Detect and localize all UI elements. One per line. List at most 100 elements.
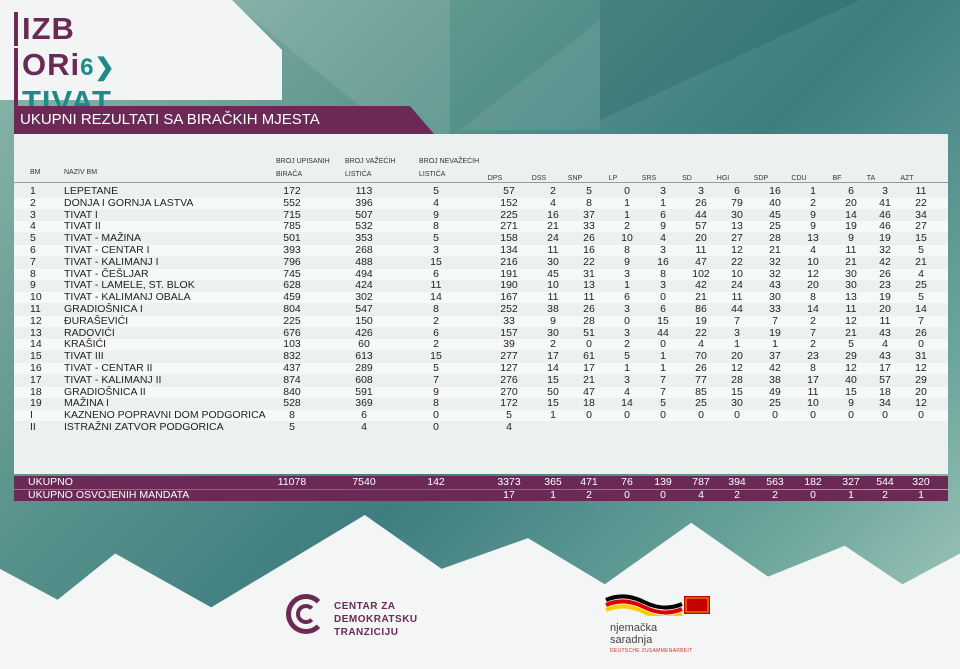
cell-party-votes: 14 (915, 303, 927, 315)
cell-naziv: TIVAT - CENTAR I (64, 244, 150, 256)
flag-ribbon-icon (605, 594, 710, 616)
cell-party-votes: 5 (918, 244, 924, 256)
mandates-party: 2 (772, 489, 778, 501)
cell-naziv: ISTRAŽNI ZATVOR PODGORICA (64, 421, 224, 433)
cell-party-votes: 12 (731, 244, 743, 256)
cell-party-votes: 57 (503, 185, 515, 197)
cell-party-votes: 26 (583, 303, 595, 315)
cell-party-votes: 12 (915, 397, 927, 410)
cell-party-votes: 43 (879, 350, 891, 363)
cell-count: 796 (283, 255, 301, 268)
cell-party-votes: 50 (547, 385, 559, 398)
header-party: LP (608, 175, 618, 182)
cell-party-votes: 26 (695, 362, 707, 374)
cell-party-votes: 47 (583, 385, 595, 398)
cell-party-votes: 9 (624, 255, 630, 268)
cell-party-votes: 0 (698, 409, 704, 422)
header-party: DPS (487, 175, 503, 182)
cell-party-votes: 252 (500, 303, 518, 315)
cell-party-votes: 20 (915, 385, 927, 398)
cell-party-votes: 7 (734, 314, 740, 327)
cell-count: 0 (433, 421, 439, 433)
cell-party-votes: 7 (772, 314, 778, 327)
cell-party-votes: 5 (660, 397, 666, 410)
cell-bm: 10 (30, 291, 42, 304)
cell-party-votes: 14 (621, 397, 633, 410)
logo-six: 6❯ (80, 54, 116, 81)
cell-count: 494 (355, 267, 373, 280)
table-row: 14 KRAŠIĆI 103 60 2 39 2 0 2 0 4 1 1 2 5 4 0 (14, 338, 948, 351)
cell-party-votes: 10 (807, 397, 819, 410)
cell-party-votes: 32 (879, 244, 891, 256)
logo-line1: IZB (14, 12, 75, 46)
cell-party-votes: 152 (500, 196, 518, 209)
cell-party-votes: 37 (769, 350, 781, 363)
cell-party-votes: 77 (695, 373, 707, 386)
header-party: SD (682, 175, 692, 182)
cell-party-votes: 13 (731, 220, 743, 233)
cell-party-votes: 15 (915, 232, 927, 245)
cell-party-votes: 24 (731, 279, 743, 292)
cell-party-votes: 8 (586, 196, 592, 209)
cell-party-votes: 8 (810, 291, 816, 304)
totals-party-votes: 76 (621, 476, 633, 488)
table-row: 16 TIVAT - CENTAR II 437 289 5 127 14 17 1 1 26 12 4… (14, 363, 948, 374)
cell-party-votes: 13 (583, 279, 595, 292)
totals-count: 7540 (352, 476, 376, 488)
header-naziv: NAZIV BM (64, 169, 98, 176)
cell-count: 8 (433, 220, 439, 233)
cell-party-votes: 5 (918, 291, 924, 304)
cell-count: 8 (433, 397, 439, 410)
cell-bm: 16 (30, 362, 42, 374)
cell-party-votes: 4 (660, 232, 666, 245)
cell-party-votes: 17 (547, 350, 559, 363)
cell-party-votes: 17 (879, 362, 891, 374)
header-nevazecih: BROJ NEVAŽEĆIH LISTIĆA (419, 158, 480, 178)
cell-party-votes: 41 (879, 196, 891, 209)
table-row: 3 TIVAT I 715 507 9 225 16 37 1 6 44 30 45 9 14 46 34 (14, 208, 948, 221)
cell-party-votes: 16 (583, 244, 595, 256)
cell-naziv: LEPETANE (64, 185, 119, 197)
totals-row: UKUPNO 11078 7540 142 3373 365 471 76 139 787 394 5… (14, 476, 948, 489)
table-row: II ISTRAŽNI ZATVOR PODGORICA 5 4 0 4 (14, 422, 948, 433)
cell-party-votes: 38 (547, 303, 559, 315)
cell-party-votes: 191 (500, 267, 518, 280)
totals-count: 142 (427, 476, 445, 488)
cell-party-votes: 13 (845, 291, 857, 304)
cell-party-votes: 6 (660, 208, 666, 221)
totals-party-votes: 365 (544, 476, 562, 488)
cell-count: 7 (433, 373, 439, 386)
cell-party-votes: 0 (586, 409, 592, 422)
cell-party-votes: 1 (624, 208, 630, 221)
cell-party-votes: 15 (657, 314, 669, 327)
cell-party-votes: 21 (915, 255, 927, 268)
cell-party-votes: 20 (879, 303, 891, 315)
cell-party-votes: 4 (810, 244, 816, 256)
cell-party-votes: 34 (915, 208, 927, 221)
cell-party-votes: 3 (734, 326, 740, 339)
cell-party-votes: 34 (879, 397, 891, 410)
cell-party-votes: 11 (583, 291, 595, 304)
table-row: 9 TIVAT - LAMELE, ST. BLOK 628 424 11 190 10 13… (14, 280, 948, 291)
cell-naziv: TIVAT - KALIMANJ OBALA (64, 291, 191, 304)
cell-party-votes: 8 (660, 267, 666, 280)
cell-party-votes: 0 (848, 409, 854, 422)
cell-party-votes: 20 (845, 196, 857, 209)
cell-party-votes: 16 (657, 255, 669, 268)
cell-party-votes: 6 (734, 185, 740, 197)
cell-bm: 2 (30, 196, 36, 209)
cell-count: 11 (430, 279, 442, 292)
cell-party-votes: 3 (698, 185, 704, 197)
cell-party-votes: 11 (547, 244, 559, 256)
cell-party-votes: 20 (731, 350, 743, 363)
cell-party-votes: 28 (731, 373, 743, 386)
cell-count: 113 (355, 185, 373, 197)
cell-party-votes: 49 (769, 385, 781, 398)
header-party: CDU (791, 175, 807, 182)
cell-party-votes: 57 (879, 373, 891, 386)
cell-party-votes: 1 (810, 185, 816, 197)
table-row: 6 TIVAT - CENTAR I 393 268 3 134 11 16 8 3 11 12 21 4… (14, 245, 948, 256)
cell-bm: 14 (30, 338, 42, 351)
cell-party-votes: 2 (810, 196, 816, 209)
totals-party-votes: 139 (654, 476, 672, 488)
